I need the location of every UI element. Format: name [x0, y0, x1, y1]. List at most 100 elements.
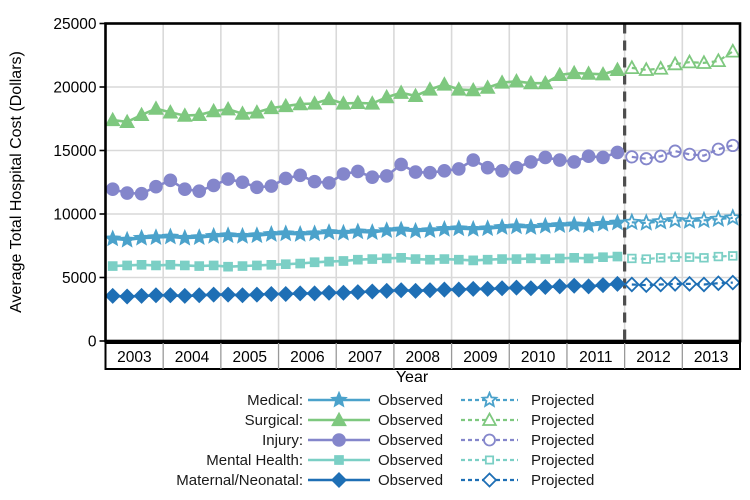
- observed-marker: [452, 162, 466, 176]
- observed-marker: [234, 287, 251, 304]
- observed-marker: [320, 223, 338, 240]
- observed-marker: [522, 218, 540, 235]
- observed-marker: [293, 168, 307, 183]
- projected-marker: [709, 209, 728, 227]
- observed-marker: [351, 164, 365, 179]
- x-tick-label-2004: 2004: [175, 349, 210, 366]
- projected-line: [631, 281, 733, 287]
- observed-marker: [104, 287, 121, 304]
- observed-marker: [190, 228, 209, 246]
- projected-label: Projected: [531, 471, 595, 489]
- observed-marker: [608, 213, 627, 231]
- observed-marker: [219, 226, 237, 244]
- observed-marker: [508, 73, 525, 88]
- square-icon: [484, 455, 495, 465]
- diamond-icon: [330, 471, 348, 489]
- observed-marker: [335, 284, 352, 301]
- triangle-icon: [331, 411, 347, 427]
- observed-marker: [176, 107, 193, 122]
- observed-marker: [149, 179, 163, 194]
- observed-marker: [406, 221, 425, 239]
- observed-marker: [136, 259, 147, 270]
- observed-marker: [133, 287, 150, 304]
- projected-marker: [637, 213, 656, 231]
- observed-marker: [453, 254, 464, 265]
- observed-marker: [161, 227, 180, 245]
- legend-row-medical: Medical: Observed Projected: [0, 390, 750, 410]
- observed-marker: [379, 169, 394, 183]
- observed-marker: [422, 81, 438, 96]
- observed-marker: [479, 280, 496, 297]
- x-tick-label-2010: 2010: [521, 349, 556, 366]
- observed-marker: [191, 287, 208, 304]
- observed-marker: [148, 100, 164, 115]
- observed-marker: [421, 282, 438, 299]
- year-band: [104, 342, 741, 370]
- observed-marker: [248, 286, 265, 303]
- projected-marker: [726, 138, 740, 153]
- observed-marker: [581, 149, 596, 164]
- observed-marker: [494, 280, 511, 297]
- observed-marker: [437, 164, 452, 178]
- observed-line-sample: [308, 391, 370, 408]
- observed-marker: [367, 254, 378, 264]
- observed-marker: [234, 105, 251, 120]
- observed-label: Observed: [378, 451, 444, 469]
- observed-marker: [609, 61, 626, 76]
- projected-label: Projected: [531, 451, 595, 469]
- y-tick-label: 25000: [53, 16, 96, 33]
- observed-marker: [179, 260, 190, 271]
- triangle-icon: [481, 411, 498, 426]
- observed-label: Observed: [378, 431, 444, 449]
- observed-marker: [480, 160, 495, 175]
- observed-marker: [165, 259, 176, 270]
- y-axis-title: Average Total Hospital Cost (Dollars): [8, 51, 25, 313]
- observed-marker: [421, 221, 439, 239]
- observed-marker: [205, 102, 222, 118]
- projected-label: Projected: [531, 431, 595, 449]
- observed-marker: [120, 186, 134, 200]
- observed-marker: [249, 104, 265, 119]
- observed-marker: [292, 95, 309, 111]
- observed-marker: [511, 254, 522, 264]
- observed-marker: [162, 287, 179, 304]
- observed-marker: [466, 153, 481, 167]
- observed-marker: [612, 251, 623, 262]
- observed-marker: [567, 155, 581, 169]
- observed-marker: [307, 174, 322, 189]
- x-tick-label-2006: 2006: [290, 349, 324, 366]
- observed-marker: [450, 81, 467, 96]
- observed-marker: [349, 94, 366, 109]
- observed-marker: [278, 171, 293, 186]
- observed-marker: [295, 258, 306, 269]
- observed-marker: [410, 254, 421, 264]
- observed-line-sample: [308, 433, 370, 447]
- observed-marker: [221, 172, 235, 186]
- observed-marker: [550, 216, 569, 233]
- observed-label: Observed: [378, 411, 444, 429]
- observed-marker: [223, 261, 233, 272]
- x-tick-label-2011: 2011: [579, 349, 612, 366]
- observed-marker: [263, 286, 280, 303]
- observed-marker: [508, 279, 525, 296]
- x-tick-label-2009: 2009: [463, 349, 497, 366]
- series-surgical: [104, 42, 741, 129]
- x-tick-label-2012: 2012: [636, 349, 670, 366]
- observed-marker: [436, 281, 453, 298]
- observed-marker: [565, 215, 584, 233]
- observed-line-sample: [308, 411, 370, 427]
- observed-marker: [133, 106, 150, 122]
- observed-marker: [252, 260, 262, 271]
- projected-line-sample: [461, 391, 518, 408]
- diamond-icon: [481, 472, 498, 488]
- observed-marker: [378, 88, 395, 104]
- observed-marker: [176, 287, 193, 304]
- observed-marker: [425, 254, 435, 265]
- x-axis-title: Year: [395, 369, 429, 386]
- observed-marker: [493, 218, 511, 235]
- observed-marker: [291, 225, 310, 242]
- observed-marker: [566, 64, 583, 80]
- observed-marker: [306, 285, 323, 302]
- projected-line-sample: [461, 455, 518, 465]
